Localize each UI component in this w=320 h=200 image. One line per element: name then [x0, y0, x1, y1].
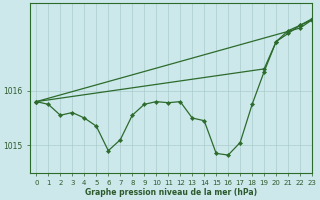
X-axis label: Graphe pression niveau de la mer (hPa): Graphe pression niveau de la mer (hPa) — [85, 188, 257, 197]
